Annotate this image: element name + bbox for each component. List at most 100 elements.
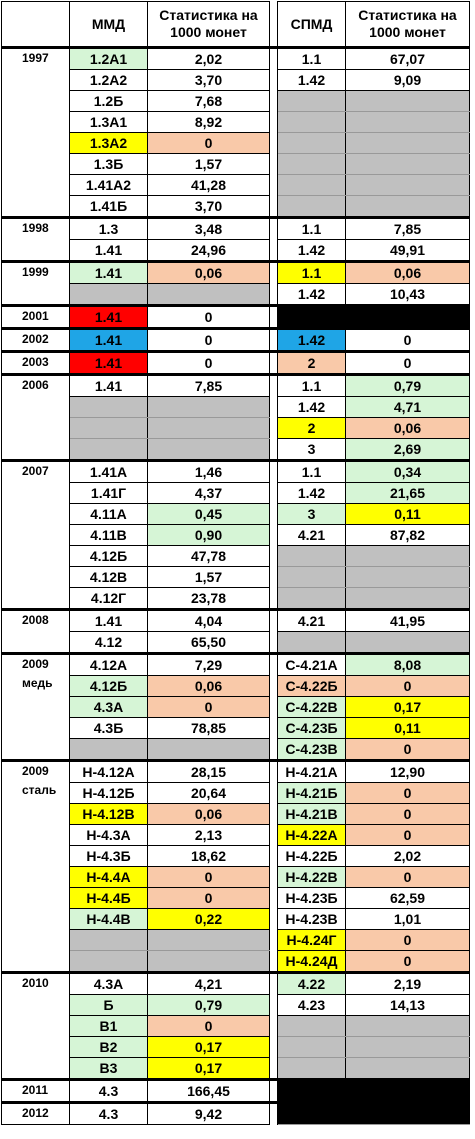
mmd-cell: 1.3А2 — [69, 132, 148, 154]
spmd-cell — [277, 1101, 346, 1125]
mmd-cell: 1.41Б — [69, 195, 148, 218]
mmd-stat-cell: 0 — [147, 696, 270, 718]
mmd-cell: Н-4.4Б — [69, 887, 148, 909]
mmd-cell — [69, 417, 148, 439]
mmd-cell: 1.41 — [69, 260, 148, 284]
spmd-stat-cell: 0 — [345, 327, 470, 352]
spmd-cell: Н-4.23Б — [277, 887, 346, 909]
spmd-cell — [277, 1078, 346, 1103]
spmd-cell — [277, 566, 346, 588]
gap — [269, 283, 278, 306]
year-cell: 2009 медь — [1, 652, 70, 761]
row: В3 0,17 — [2, 1057, 470, 1080]
spmd-cell: 3 — [277, 438, 346, 461]
mmd-cell: 4.12Б — [69, 545, 148, 567]
row: 1.41А2 41,28 — [2, 174, 470, 196]
gap — [269, 696, 278, 718]
spmd-stat-cell: 0 — [345, 350, 470, 375]
mmd-cell: Н-4.12А — [69, 759, 148, 783]
gap — [269, 994, 278, 1016]
spmd-stat-cell: 12,90 — [345, 759, 470, 783]
mmd-cell — [69, 283, 148, 306]
mmd-stat-cell: 24,96 — [147, 239, 270, 262]
gap — [269, 608, 278, 632]
mmd-stat-cell: 0,22 — [147, 908, 270, 930]
row: 1.2А2 3,70 1.42 9,09 — [2, 69, 470, 91]
row: 2009 медь 4.12А 7,29 С-4.21А 8,08 — [1, 652, 470, 761]
gap — [269, 717, 278, 739]
spmd-cell: С-4.23Б — [277, 717, 346, 739]
spmd-header: СПМД — [277, 1, 346, 48]
row: 2003 1.41 0 2 0 — [1, 350, 470, 375]
spmd-stat-cell: 2,19 — [345, 971, 470, 995]
spmd-stat-cell: 62,59 — [345, 887, 470, 909]
row: В1 0 — [2, 1015, 470, 1037]
mmd-stat-cell: 1,46 — [147, 459, 270, 483]
gap — [269, 1, 278, 48]
spmd-stat-cell — [345, 304, 470, 329]
row: Н-4.24Г 0 — [2, 929, 470, 951]
gap — [269, 971, 278, 995]
mmd-cell: 4.11В — [69, 524, 148, 546]
mmd-stat-cell: 28,15 — [147, 759, 270, 783]
spmd-stat-cell — [345, 1036, 470, 1058]
coin-table: ММД Статистика на 1000 монет СПМД Статис… — [1, 1, 470, 1125]
spmd-cell: С-4.22Б — [277, 675, 346, 697]
mmd-stat-header: Статистика на 1000 монет — [147, 1, 270, 48]
mmd-stat-cell: 7,29 — [147, 652, 270, 676]
year-cell: 1997 — [1, 46, 70, 218]
mmd-stat-cell — [147, 417, 270, 439]
year: 2010 — [22, 976, 49, 990]
year: 1999 — [22, 265, 49, 279]
spmd-stat-cell: 10,43 — [345, 283, 470, 306]
mmd-cell: 1.41 — [69, 239, 148, 262]
row: 1.42 4,71 — [2, 396, 470, 418]
spmd-stat-cell: 21,65 — [345, 482, 470, 504]
mmd-cell: 4.12 — [69, 631, 148, 654]
spmd-stat-cell: 0,11 — [345, 717, 470, 739]
gap — [269, 132, 278, 154]
mmd-stat-cell — [147, 396, 270, 418]
mmd-cell — [69, 950, 148, 973]
spmd-cell: С-4.22В — [277, 696, 346, 718]
mmd-cell: Н-4.3Б — [69, 845, 148, 867]
spmd-stat-cell: 0,06 — [345, 417, 470, 439]
spmd-stat-cell: 0 — [345, 803, 470, 825]
row: 1997 1.2А1 2,02 1.1 67,07 — [1, 46, 470, 218]
mmd-cell: 4.3Б — [69, 717, 148, 739]
spmd-stat-cell — [345, 195, 470, 218]
year-cell: 1998 — [1, 216, 70, 262]
spmd-cell: С-4.23В — [277, 738, 346, 761]
spmd-stat-cell: 14,13 — [345, 994, 470, 1016]
row: 2006 1.41 7,85 1.1 0,79 — [1, 373, 470, 461]
mmd-cell: 1.2Б — [69, 90, 148, 112]
mmd-stat-cell: 0,06 — [147, 675, 270, 697]
spmd-cell: 2 — [277, 350, 346, 375]
spmd-cell: С-4.21А — [277, 652, 346, 676]
spmd-cell: Н-4.23В — [277, 908, 346, 930]
mmd-stat-cell: 0,17 — [147, 1036, 270, 1058]
gap — [269, 174, 278, 196]
mmd-stat-cell: 0,06 — [147, 260, 270, 284]
spmd-cell — [277, 1036, 346, 1058]
row: 1.3А2 0 — [2, 132, 470, 154]
gap — [269, 260, 278, 284]
spmd-stat-cell — [345, 587, 470, 610]
spmd-cell — [277, 174, 346, 196]
spmd-cell: 4.23 — [277, 994, 346, 1016]
mmd-cell: 1.41А — [69, 459, 148, 483]
gap — [269, 566, 278, 588]
spmd-stat-cell: 9,09 — [345, 69, 470, 91]
spmd-stat-cell — [345, 566, 470, 588]
row: 1998 1.3 3,48 1.1 7,85 — [1, 216, 470, 262]
mmd-stat-cell: 0 — [147, 132, 270, 154]
gap — [269, 675, 278, 697]
spmd-stat-cell: 0 — [345, 738, 470, 761]
spmd-cell: Н-4.21Б — [277, 782, 346, 804]
spmd-stat-cell: 7,85 — [345, 216, 470, 240]
spmd-cell: 1.1 — [277, 216, 346, 240]
row: 1.41 24,96 1.42 49,91 — [2, 239, 470, 262]
gap — [269, 1078, 278, 1103]
mmd-stat-cell: 0,90 — [147, 524, 270, 546]
spmd-stat-cell: 0 — [345, 675, 470, 697]
